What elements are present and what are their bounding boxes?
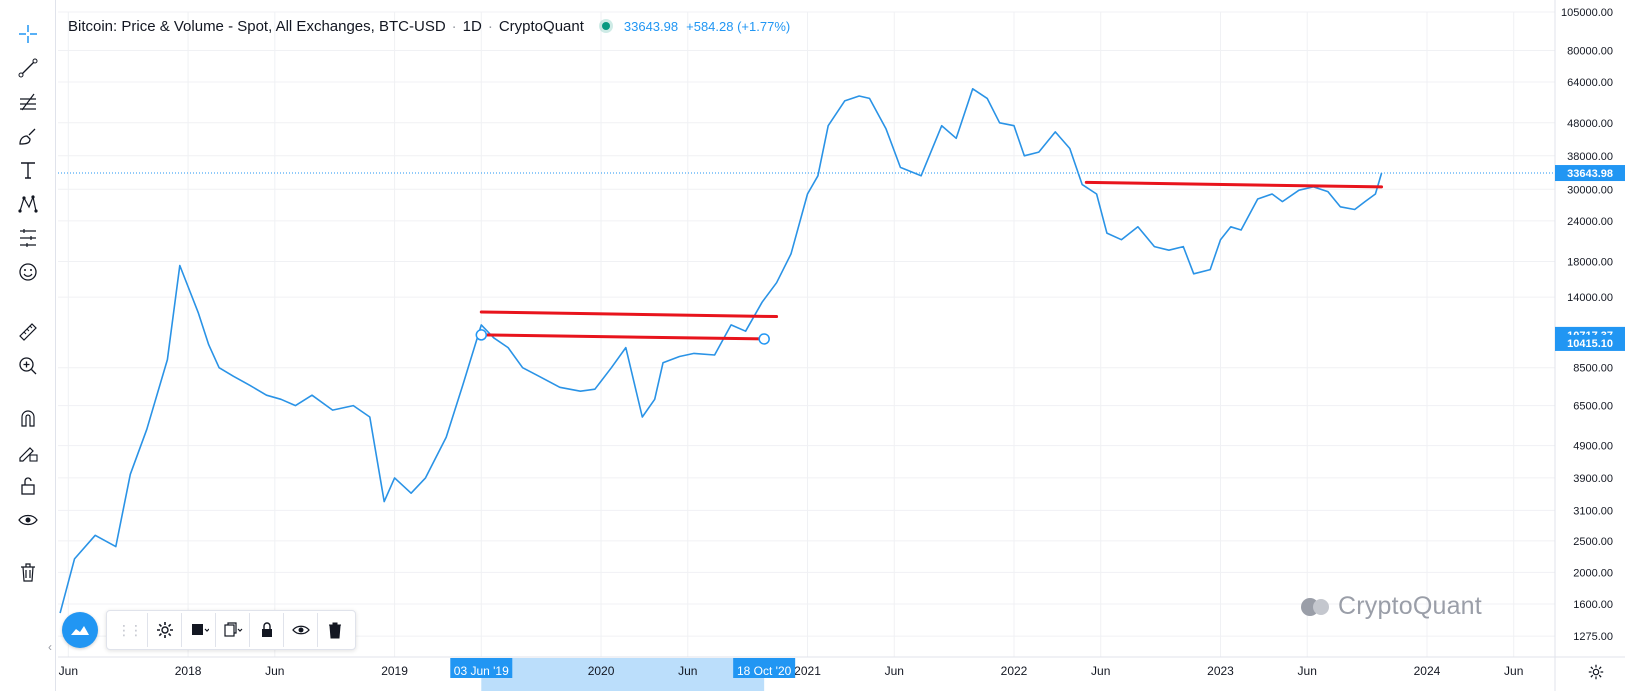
y-tick-label: 1600.00	[1573, 599, 1613, 611]
drag-handle[interactable]: ⋮⋮	[117, 621, 143, 638]
y-tick-label: 38000.00	[1567, 151, 1613, 163]
x-tick-label: Jun	[59, 664, 78, 678]
ruler-icon[interactable]	[14, 318, 42, 346]
drawing-toolbar-left: ‹	[0, 0, 56, 691]
last-price: 33643.98	[623, 18, 679, 34]
pattern-icon[interactable]	[14, 190, 42, 218]
collapse-toolbar-icon[interactable]: ‹	[48, 640, 52, 654]
settings-icon[interactable]	[147, 613, 181, 647]
y-tick-label: 64000.00	[1567, 77, 1613, 89]
trendline	[479, 310, 779, 319]
y-tick-label: 105000.00	[1561, 7, 1613, 19]
trash-icon[interactable]	[14, 558, 42, 586]
x-tick-label: Jun	[265, 664, 284, 678]
y-tick-label: 14000.00	[1567, 292, 1613, 304]
price-series-line	[59, 88, 1383, 614]
y-tick-label: 30000.00	[1567, 184, 1613, 196]
chart-settings-icon[interactable]	[1584, 660, 1608, 684]
x-tick-label: 2024	[1414, 664, 1441, 678]
chart-title: Bitcoin: Price & Volume - Spot, All Exch…	[68, 17, 446, 35]
y-tick-label: 24000.00	[1567, 216, 1613, 228]
y-tick-label: 48000.00	[1567, 118, 1613, 130]
y-highlight-label: 10415.10	[1567, 338, 1613, 350]
visibility-icon[interactable]	[283, 613, 317, 647]
x-tick-label: Jun	[1504, 664, 1523, 678]
y-tick-label: 80000.00	[1567, 45, 1613, 57]
y-tick-label: 1275.00	[1573, 631, 1613, 643]
y-tick-label: 3100.00	[1573, 505, 1613, 517]
x-tick-label: 2019	[381, 664, 408, 678]
eye-icon[interactable]	[14, 506, 42, 534]
trendline-icon[interactable]	[14, 54, 42, 82]
magnet-icon[interactable]	[14, 404, 42, 432]
x-tick-label: Jun	[1091, 664, 1110, 678]
y-highlight-label-bg	[1555, 334, 1625, 351]
y-tick-label: 2000.00	[1573, 567, 1613, 579]
y-highlight-label: 33643.98	[1567, 168, 1613, 180]
x-tick-label: 2022	[1001, 664, 1028, 678]
x-tick-label: 2020	[588, 664, 615, 678]
delete-icon[interactable]	[317, 613, 351, 647]
header-separator: ·	[451, 17, 457, 35]
y-tick-label: 8500.00	[1573, 363, 1613, 375]
measure-lines-icon[interactable]	[14, 224, 42, 252]
x-tick-label: 2023	[1207, 664, 1234, 678]
clone-icon[interactable]	[215, 613, 249, 647]
chart-interval[interactable]: 1D	[462, 17, 482, 35]
trendline-handle	[475, 329, 488, 341]
chart-grid	[58, 11, 1555, 657]
chart-source: CryptoQuant	[498, 17, 584, 35]
cryptoquant-watermark: CryptoQuant	[1300, 592, 1482, 621]
x-selection-band	[481, 658, 765, 691]
y-tick-label: 2500.00	[1573, 536, 1613, 548]
drawing-tools-panel: ⋮⋮	[106, 610, 356, 650]
crosshair-icon[interactable]	[14, 20, 42, 48]
chart-axes	[58, 0, 1625, 691]
x-tick-label: Jun	[885, 664, 904, 678]
brush-icon[interactable]	[14, 122, 42, 150]
x-highlight-label-bg	[733, 658, 796, 678]
x-highlight-label: 03 Jun '19	[454, 664, 509, 678]
drawing-properties-bar: ⋮⋮	[62, 610, 356, 650]
text-icon[interactable]	[14, 156, 42, 184]
y-tick-label: 6500.00	[1573, 401, 1613, 413]
market-status-dot	[601, 22, 610, 30]
lock-icon[interactable]	[249, 613, 283, 647]
y-highlight-label-bg	[1555, 165, 1625, 182]
y-tick-label: 4900.00	[1573, 441, 1613, 453]
price-change: +584.28 (+1.77%)	[686, 18, 791, 34]
x-tick-label: 2018	[175, 664, 202, 678]
template-icon[interactable]	[181, 613, 215, 647]
trendline	[479, 333, 766, 341]
cryptoquant-logo-icon	[1301, 597, 1329, 616]
lock-draw-icon[interactable]	[14, 438, 42, 466]
chart-header: Bitcoin: Price & Volume - Spot, All Exch…	[68, 16, 790, 36]
fib-icon[interactable]	[14, 88, 42, 116]
x-axis-labels: Jun 2018 Jun 2019 Jun 2020 Jun 2021 Jun 2022 Jun 20…	[59, 658, 1523, 678]
unlock-icon[interactable]	[14, 472, 42, 500]
watermark-text: CryptoQuant	[1338, 592, 1482, 620]
zoom-in-icon[interactable]	[14, 352, 42, 380]
x-tick-label: 2021	[794, 664, 821, 678]
trendlines	[475, 180, 1384, 345]
header-separator: ·	[487, 17, 493, 35]
y-tick-label: 18000.00	[1567, 257, 1613, 269]
y-axis-labels: 1275.00 1600.00 2000.00 2500.00 3100.00 3900.…	[1555, 7, 1625, 643]
x-highlight-label: 18 Oct '20	[737, 664, 792, 678]
x-selection-range	[481, 658, 765, 691]
x-tick-label: Jun	[678, 664, 697, 678]
x-tick-label: Jun	[1298, 664, 1317, 678]
x-highlight-label-bg	[450, 658, 513, 678]
trendline-handle	[758, 333, 770, 345]
trendline	[1084, 180, 1384, 189]
emoji-icon[interactable]	[14, 258, 42, 286]
y-tick-label: 3900.00	[1573, 473, 1613, 485]
cryptoquant-logo-button[interactable]	[62, 612, 98, 648]
